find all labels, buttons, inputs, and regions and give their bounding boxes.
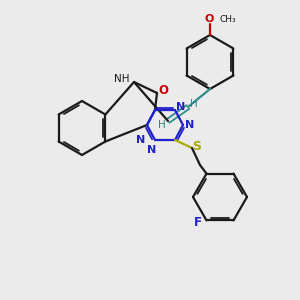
Text: N: N bbox=[185, 120, 195, 130]
Text: O: O bbox=[158, 83, 168, 97]
Text: NH: NH bbox=[114, 74, 130, 84]
Text: H: H bbox=[190, 99, 198, 109]
Text: H: H bbox=[158, 120, 166, 130]
Text: N: N bbox=[136, 135, 146, 145]
Text: N: N bbox=[176, 102, 186, 112]
Text: O: O bbox=[204, 14, 214, 24]
Text: S: S bbox=[193, 140, 202, 154]
Text: CH₃: CH₃ bbox=[219, 14, 236, 23]
Text: F: F bbox=[194, 216, 202, 229]
Text: N: N bbox=[147, 145, 157, 155]
